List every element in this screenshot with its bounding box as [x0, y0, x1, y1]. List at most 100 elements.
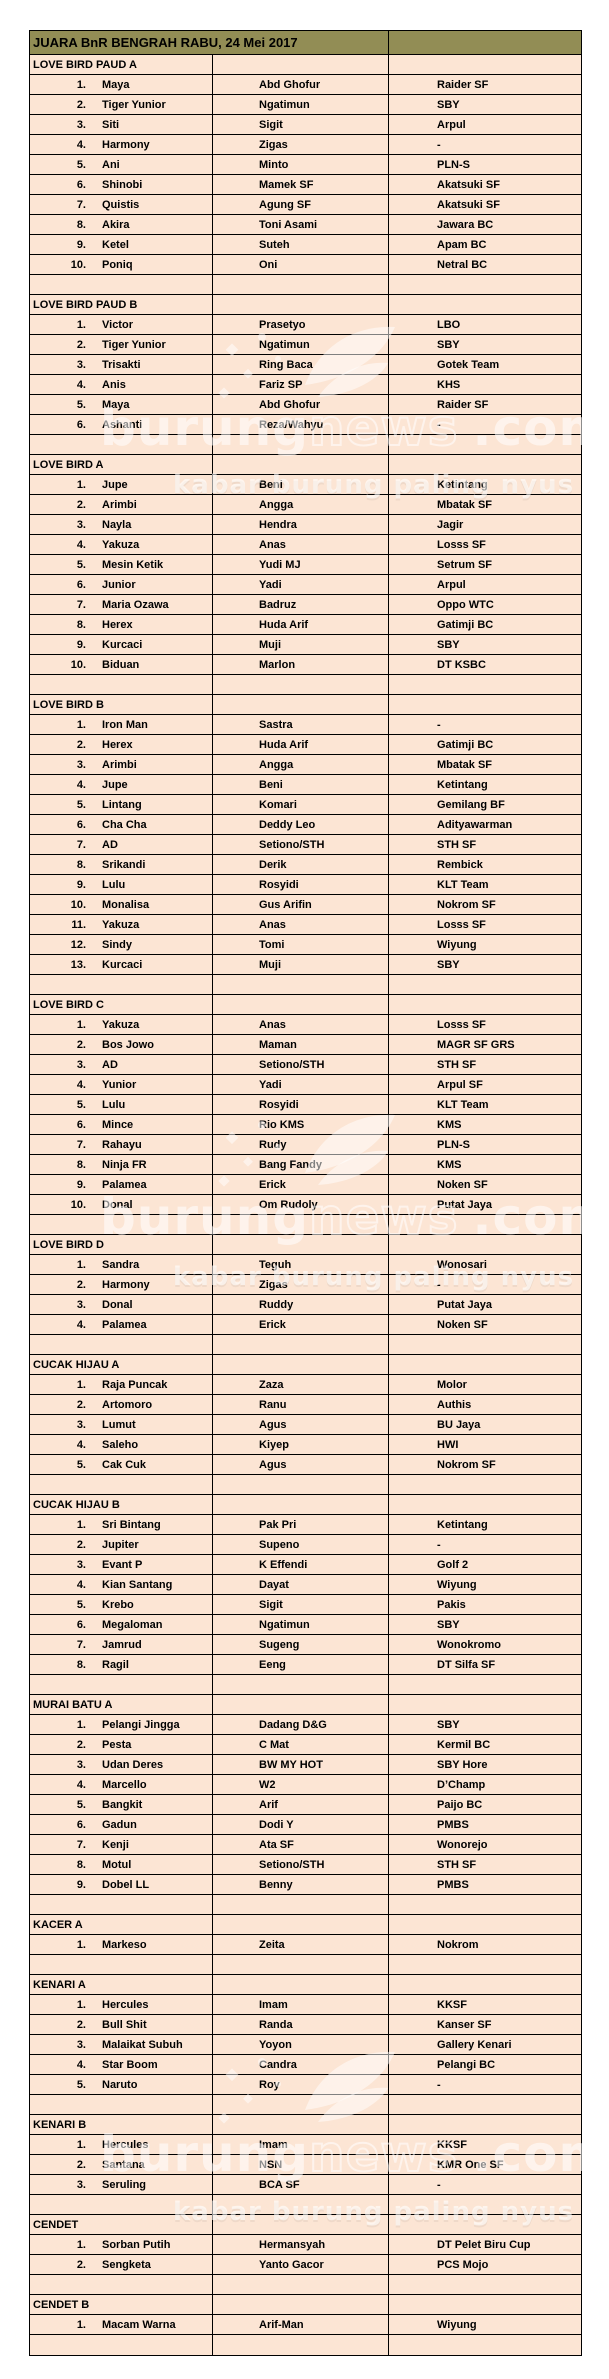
team-name: STH SF: [437, 1058, 477, 1071]
rank-number: 4.: [76, 1318, 86, 1331]
rank-number: 3.: [76, 2178, 86, 2191]
bird-cell: 1. Markeso: [30, 1935, 213, 1954]
section-header-row: KACER A: [30, 1915, 581, 1935]
team-name: Wiyung: [437, 938, 477, 951]
section-name: KENARI A: [30, 1975, 213, 1994]
team-name: -: [437, 138, 441, 151]
bird-name: Yakuza: [102, 1018, 140, 1031]
result-row: 8. Herex Huda Arif Gatimji BC: [30, 615, 581, 635]
owner-name: Ngatimun: [213, 1615, 389, 1634]
rank-number: 6.: [76, 418, 86, 431]
owner-name: Benny: [213, 1875, 389, 1894]
owner-name: Ata SF: [213, 1835, 389, 1854]
rank-number: 1.: [76, 1518, 86, 1531]
spacer-cell: [389, 435, 581, 454]
bird-cell: 1. Iron Man: [30, 715, 213, 734]
spacer-cell: [213, 1955, 389, 1974]
section-header-row: KENARI A: [30, 1975, 581, 1995]
owner-name: Ngatimun: [213, 95, 389, 114]
bird-name: Jupe: [102, 778, 128, 791]
result-row: 9. Dobel LL Benny PMBS: [30, 1875, 581, 1895]
bird-name: Herex: [102, 738, 133, 751]
team-name: DT Silfa SF: [437, 1658, 496, 1671]
bird-name: Junior: [102, 578, 136, 591]
rank-number: 4.: [76, 1078, 86, 1091]
result-row: 10. Donal Om Rudoly Putat Jaya: [30, 1195, 581, 1215]
spacer-cell: [389, 1895, 581, 1914]
rank-number: 4.: [76, 378, 86, 391]
spacer-cell: [389, 675, 581, 694]
owner-name: Kiyep: [213, 1435, 389, 1454]
result-row: 8. Ragil Eeng DT Silfa SF: [30, 1655, 581, 1675]
empty-cell: [389, 1695, 581, 1714]
section-name: LOVE BIRD PAUD A: [30, 55, 213, 74]
spacer-cell: [213, 1895, 389, 1914]
team-name: SBY: [437, 638, 460, 651]
result-row: 7. Rahayu Rudy PLN-S: [30, 1135, 581, 1155]
owner-name: Sastra: [213, 715, 389, 734]
spacer-cell: [213, 435, 389, 454]
bird-name: Krebo: [102, 1598, 134, 1611]
owner-name: Candra: [213, 2055, 389, 2074]
rank-number: 7.: [76, 598, 86, 611]
team-name: KMR One SF: [437, 2158, 504, 2171]
bird-cell: 7. Maria Ozawa: [30, 595, 213, 614]
result-row: 6. Cha Cha Deddy Leo Adityawarman: [30, 815, 581, 835]
owner-name: Toni Asami: [213, 215, 389, 234]
bird-name: Tiger Yunior: [102, 338, 166, 351]
owner-name: Deddy Leo: [213, 815, 389, 834]
result-row: 2. Sengketa Yanto Gacor PCS Mojo: [30, 2255, 581, 2275]
rank-number: 3.: [76, 518, 86, 531]
team-name: Jagir: [437, 518, 464, 531]
result-row: 6. Shinobi Mamek SF Akatsuki SF: [30, 175, 581, 195]
results-table: JUARA BnR BENGRAH RABU, 24 Mei 2017 LOVE…: [29, 30, 582, 2356]
result-row: 9. Ketel Suteh Apam BC: [30, 235, 581, 255]
team-name: Oppo WTC: [437, 598, 494, 611]
team-name: Nokrom SF: [437, 898, 496, 911]
result-row: 5. Maya Abd Ghofur Raider SF: [30, 395, 581, 415]
team-name: Golf 2: [437, 1558, 469, 1571]
bird-cell: 1. Jupe: [30, 475, 213, 494]
team-name: -: [437, 1538, 441, 1551]
team-name: KKSF: [437, 2138, 467, 2151]
result-row: 10. Biduan Marlon DT KSBC: [30, 655, 581, 675]
section-header-row: CENDET: [30, 2215, 581, 2235]
owner-name: Dayat: [213, 1575, 389, 1594]
owner-name: Gus Arifin: [213, 895, 389, 914]
bird-name: Arimbi: [102, 758, 137, 771]
rank-number: 13.: [70, 958, 86, 971]
bird-name: Seruling: [102, 2178, 147, 2191]
section-header-row: LOVE BIRD PAUD A: [30, 55, 581, 75]
owner-name: Reza/Wahyu: [213, 415, 389, 434]
bird-name: Motul: [102, 1858, 132, 1871]
bird-cell: 9. Kurcaci: [30, 635, 213, 654]
result-row: 5. Lulu Rosyidi KLT Team: [30, 1095, 581, 1115]
bird-name: Trisakti: [102, 358, 141, 371]
empty-cell: [213, 1695, 389, 1714]
result-row: 1. Sandra Teguh Wonosari: [30, 1255, 581, 1275]
result-row: 7. AD Setiono/STH STH SF: [30, 835, 581, 855]
rank-number: 2.: [76, 1538, 86, 1551]
bird-name: Evant P: [102, 1558, 143, 1571]
team-name: -: [437, 2078, 441, 2091]
rank-number: 8.: [76, 1858, 86, 1871]
rank-number: 3.: [76, 358, 86, 371]
team-name: KLT Team: [437, 1098, 489, 1111]
bird-cell: 5. Lulu: [30, 1095, 213, 1114]
owner-name: Huda Arif: [213, 615, 389, 634]
rank-number: 2.: [76, 1398, 86, 1411]
bird-name: Santana: [102, 2158, 145, 2171]
result-row: 1. Yakuza Anas Losss SF: [30, 1015, 581, 1035]
bird-cell: 2. Artomoro: [30, 1395, 213, 1414]
bird-name: Markeso: [102, 1938, 147, 1951]
result-row: 8. Motul Setiono/STH STH SF: [30, 1855, 581, 1875]
empty-cell: [389, 295, 581, 314]
rank-number: 12.: [70, 938, 86, 951]
bird-name: Akira: [102, 218, 130, 231]
spacer-cell: [213, 1215, 389, 1234]
bird-name: Jupe: [102, 478, 128, 491]
owner-name: Rudy: [213, 1135, 389, 1154]
empty-cell: [213, 2115, 389, 2134]
result-row: 4. Anis Fariz SP KHS: [30, 375, 581, 395]
team-name: Losss SF: [437, 1018, 486, 1031]
